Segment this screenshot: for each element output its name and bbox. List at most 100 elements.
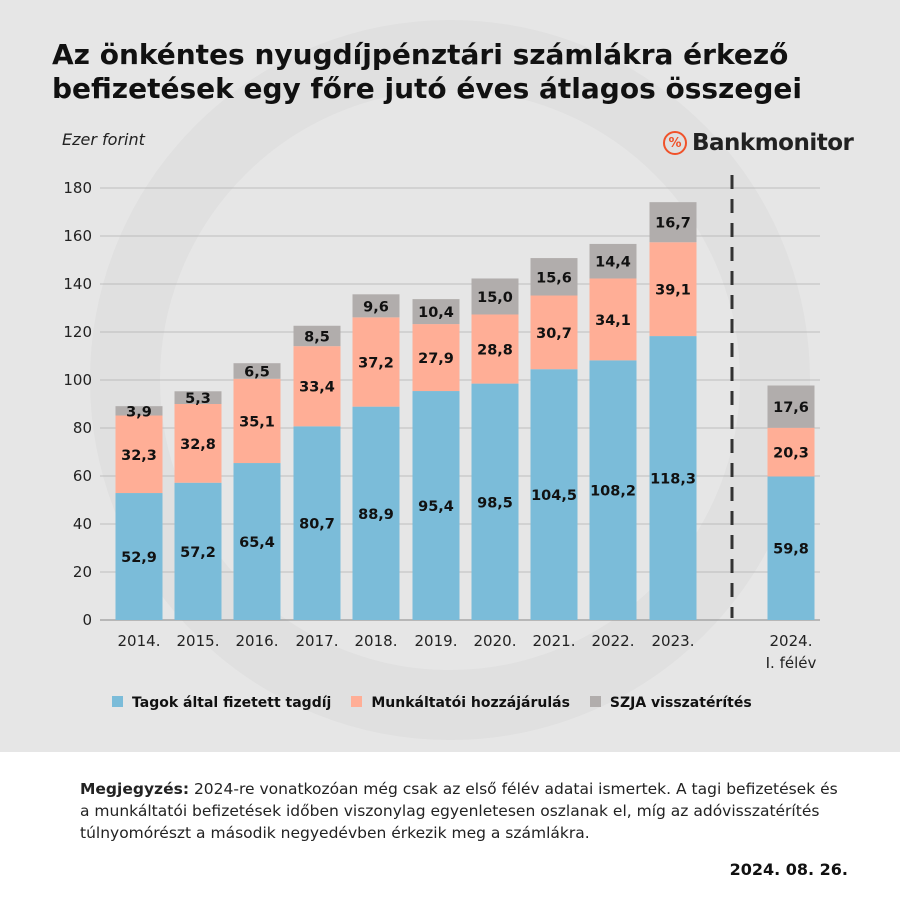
bar-segment	[233, 463, 281, 620]
bar-segment	[174, 404, 222, 483]
data-label: 95,4	[418, 499, 454, 515]
bar-segment	[589, 360, 637, 620]
x-tick-label: 2023.	[652, 632, 695, 650]
y-tick-label: 0	[82, 611, 92, 629]
data-label: 5,3	[185, 391, 211, 407]
y-tick-label: 60	[73, 467, 92, 485]
data-label: 27,9	[418, 351, 454, 367]
bar-segment	[233, 363, 281, 379]
data-label: 15,0	[477, 290, 513, 306]
data-label: 98,5	[477, 495, 513, 511]
chart-title: Az önkéntes nyugdíjpénztári számlákra ér…	[52, 38, 802, 105]
y-tick-label: 180	[63, 179, 92, 197]
y-tick-label: 160	[63, 227, 92, 245]
bar-segment	[412, 391, 460, 620]
data-label: 17,6	[773, 400, 809, 416]
bar-segment	[649, 202, 697, 243]
data-label: 20,3	[773, 446, 809, 462]
data-label: 32,3	[121, 448, 157, 464]
data-label: 14,4	[595, 255, 631, 271]
y-tick-label: 140	[63, 275, 92, 293]
bar-segment	[352, 406, 400, 620]
legend-item: Munkáltatói hozzájárulás	[351, 695, 570, 711]
data-label: 3,9	[126, 404, 152, 420]
data-label: 80,7	[299, 517, 335, 533]
x-tick-label: 2021.	[533, 632, 576, 650]
data-label: 30,7	[536, 326, 572, 342]
data-label: 37,2	[358, 356, 394, 372]
data-label: 9,6	[363, 299, 389, 315]
bar-segment	[530, 295, 578, 370]
x-tick-label: I. félév	[766, 654, 817, 672]
bar-segment	[352, 294, 400, 318]
bar-segment	[471, 383, 519, 620]
y-tick-label: 120	[63, 323, 92, 341]
legend-label: Tagok által fizetett tagdíj	[132, 695, 332, 711]
bankmonitor-logo: % Bankmonitor	[663, 130, 854, 156]
bar-segment	[293, 426, 341, 620]
x-tick-label: 2022.	[592, 632, 635, 650]
logo-text: Bankmonitor	[692, 130, 854, 156]
percent-icon: %	[663, 131, 687, 155]
data-label: 34,1	[595, 313, 631, 329]
bar-segment	[115, 493, 163, 620]
bar-segment	[767, 385, 815, 428]
bar-segment	[471, 314, 519, 384]
bar-segment	[412, 299, 460, 325]
bar-segment	[115, 415, 163, 494]
y-axis-label: Ezer forint	[62, 130, 145, 149]
data-label: 57,2	[180, 545, 216, 561]
data-label: 39,1	[655, 283, 691, 299]
bar-segment	[233, 378, 281, 464]
data-label: 33,4	[299, 380, 335, 396]
bar-segment	[649, 336, 697, 620]
legend-swatch	[589, 696, 601, 707]
data-label: 10,4	[418, 305, 454, 321]
bar-segment	[174, 391, 222, 404]
legend-swatch	[112, 696, 123, 707]
legend-swatch	[351, 696, 363, 707]
legend: Tagok által fizetett tagdíj Munkáltatói h…	[112, 695, 752, 711]
date: 2024. 08. 26.	[729, 860, 848, 879]
x-tick-label: 2018.	[355, 632, 398, 650]
x-tick-label: 2016.	[236, 632, 279, 650]
data-label: 6,5	[244, 365, 270, 381]
data-label: 35,1	[239, 414, 275, 430]
data-label: 15,6	[536, 270, 572, 286]
stacked-bar-chart: 0 20 40 60 80 100 120 140 160 180 52,9 32,3 3,9 2014.…	[63, 175, 820, 672]
bar-segment	[293, 346, 341, 427]
data-label: 28,8	[477, 343, 513, 359]
bar-segment	[174, 482, 222, 620]
x-tick-label: 2020.	[474, 632, 517, 650]
x-tick-label: 2019.	[415, 632, 458, 650]
bar-segment	[352, 317, 400, 407]
y-tick-label: 100	[63, 371, 92, 389]
legend-label: Munkáltatói hozzájárulás	[371, 695, 570, 711]
data-label: 108,2	[590, 484, 636, 500]
data-label: 52,9	[121, 550, 157, 566]
y-tick-label: 80	[73, 419, 92, 437]
note: Megjegyzés: 2024-re vonatkozóan még csak…	[80, 778, 850, 844]
note-label: Megjegyzés:	[80, 780, 190, 798]
x-tick-label: 2015.	[177, 632, 220, 650]
x-tick-label: 2014.	[118, 632, 161, 650]
note-text: 2024-re vonatkozóan még csak az első fél…	[80, 780, 838, 842]
bar-segment	[649, 242, 697, 337]
data-label: 88,9	[358, 507, 394, 523]
data-label: 118,3	[650, 472, 696, 488]
data-label: 16,7	[655, 216, 691, 232]
data-label: 59,8	[773, 542, 809, 558]
bar-segment	[471, 278, 519, 315]
legend-label: SZJA visszatérítés	[609, 695, 752, 711]
bar-segment	[589, 278, 637, 361]
data-label: 104,5	[531, 488, 577, 504]
legend-item: Tagok által fizetett tagdíj	[112, 695, 331, 711]
x-tick-label: 2024.	[770, 632, 813, 650]
bar-segment	[767, 427, 815, 477]
bar-segment	[412, 324, 460, 392]
bar-segment	[530, 369, 578, 620]
x-tick-label: 2017.	[296, 632, 339, 650]
y-tick-label: 40	[73, 515, 92, 533]
legend-item: SZJA visszatérítés	[589, 695, 752, 711]
data-label: 32,8	[180, 437, 216, 453]
